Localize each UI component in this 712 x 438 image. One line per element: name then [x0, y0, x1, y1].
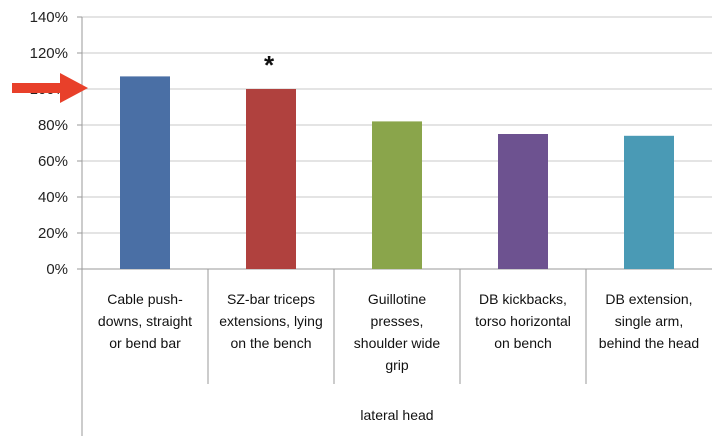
y-tick-label: 140%: [30, 9, 68, 26]
y-tick-label: 60%: [38, 153, 68, 170]
bar: [624, 135, 674, 269]
y-tick-label: 20%: [38, 225, 68, 242]
y-axis-ticks: 0%20%40%60%80%100%120%140%: [30, 9, 82, 278]
y-tick-label: 0%: [46, 261, 68, 278]
category-label: Guillotine presses, shoulder wide grip: [354, 291, 441, 373]
group-label: lateral head: [360, 407, 433, 423]
category-label: SZ-bar triceps extensions, lying on the be…: [219, 291, 323, 351]
bars: [120, 76, 674, 270]
bar: [246, 89, 296, 269]
asterisk-marker: *: [264, 50, 275, 80]
category-label: DB extension, single arm, behind the head: [599, 291, 699, 351]
annotations: *: [12, 50, 275, 103]
red-arrow-icon: [12, 73, 88, 103]
y-tick-label: 120%: [30, 45, 68, 62]
bar: [372, 121, 422, 270]
category-label: Cable push-downs, straight or bend bar: [98, 291, 192, 351]
category-label: DB kickbacks, torso horizontal on bench: [475, 291, 571, 351]
category-labels: Cable push-downs, straight or bend bar SZ-…: [98, 291, 699, 423]
y-tick-label: 80%: [38, 117, 68, 134]
bar: [120, 76, 170, 270]
bar: [498, 134, 548, 269]
y-tick-label: 40%: [38, 189, 68, 206]
